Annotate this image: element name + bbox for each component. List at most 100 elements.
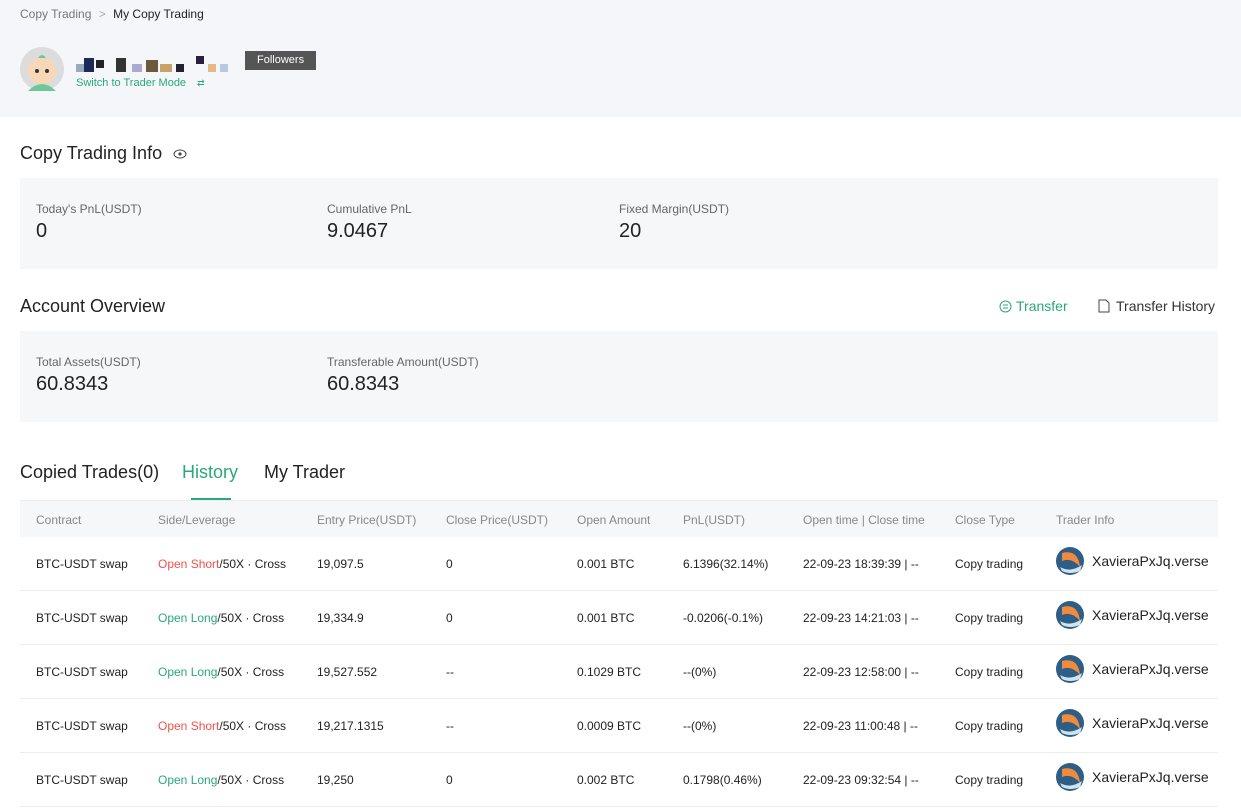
cell-pnl: 0.1798(0.46%): [683, 773, 762, 787]
column-header: Side/Leverage: [158, 513, 236, 527]
side: Open Short: [158, 557, 220, 571]
cell-contract: BTC-USDT swap: [36, 611, 128, 625]
stat-label: Transferable Amount(USDT): [327, 355, 479, 369]
cell-amount: 0.1029 BTC: [577, 665, 642, 679]
cell-contract: BTC-USDT swap: [36, 773, 128, 787]
table-header: Contract Side/Leverage Entry Price(USDT) Cl…: [20, 500, 1218, 537]
column-header: Open Amount: [577, 513, 651, 527]
info-title: Copy Trading Info: [20, 143, 163, 163]
transfer-history-button[interactable]: Transfer History: [1098, 298, 1215, 314]
trader-name: XavieraPxJq.verse: [1092, 661, 1209, 677]
leverage: /50X · Cross: [219, 719, 287, 733]
trader-avatar: [1056, 709, 1084, 737]
column-header: Close Type: [955, 513, 1015, 527]
cell-pnl: --(0%): [683, 665, 717, 679]
trader-avatar: [1056, 763, 1084, 791]
trader-avatar: [1056, 601, 1084, 629]
cell-close: 0: [446, 557, 453, 571]
username-redacted: [76, 56, 228, 72]
cell-close: --: [446, 665, 454, 679]
cell-time: 22-09-23 14:21:03 | --: [803, 611, 919, 625]
overview-box: Total Assets(USDT) 60.8343 Transferable A…: [20, 331, 1218, 422]
cell-side-leverage: Open Long/50X · Cross: [158, 773, 284, 787]
cell-pnl: 6.1396(32.14%): [683, 557, 769, 571]
cell-entry: 19,217.1315: [317, 719, 384, 733]
cell-time: 22-09-23 12:58:00 | --: [803, 665, 919, 679]
table-row: BTC-USDT swap Open Long/50X · Cross 19,250…: [20, 753, 1218, 807]
breadcrumb-separator: >: [98, 7, 106, 21]
stat-value: 60.8343: [327, 373, 400, 395]
column-header: Entry Price(USDT): [317, 513, 417, 527]
side: Open Long: [158, 611, 218, 625]
trader-info[interactable]: XavieraPxJq.verse: [1056, 763, 1209, 791]
cell-amount: 0.001 BTC: [577, 611, 635, 625]
followers-badge: Followers: [245, 51, 317, 70]
avatar: [20, 47, 64, 91]
stat-label: Fixed Margin(USDT): [619, 202, 730, 216]
breadcrumb-current: My Copy Trading: [113, 7, 204, 21]
tab-active[interactable]: History: [182, 462, 239, 482]
cell-pnl: --(0%): [683, 719, 717, 733]
cell-close: 0: [446, 611, 453, 625]
stat-value: 20: [619, 220, 642, 242]
tab[interactable]: Copied Trades(0): [20, 462, 160, 482]
trader-info[interactable]: XavieraPxJq.verse: [1056, 547, 1209, 575]
cell-contract: BTC-USDT swap: [36, 557, 128, 571]
cell-amount: 0.002 BTC: [577, 773, 635, 787]
column-header: Close Price(USDT): [446, 513, 549, 527]
cell-type: Copy trading: [955, 611, 1024, 625]
history-icon: [1098, 299, 1110, 313]
cell-amount: 0.0009 BTC: [577, 719, 642, 733]
cell-time: 22-09-23 09:32:54 | --: [803, 773, 919, 787]
trader-avatar: [1056, 655, 1084, 683]
tab[interactable]: My Trader: [264, 462, 346, 482]
switch-mode-link[interactable]: Switch to Trader Mode ⇄: [76, 77, 205, 89]
trader-name: XavieraPxJq.verse: [1092, 553, 1209, 569]
cell-entry: 19,527.552: [317, 665, 378, 679]
cell-entry: 19,250: [317, 773, 354, 787]
info-box: Today's PnL(USDT) 0 Cumulative PnL 9.0467 …: [20, 178, 1218, 269]
cell-side-leverage: Open Short/50X · Cross: [158, 719, 286, 733]
stat-label: Cumulative PnL: [327, 202, 412, 216]
cell-close: --: [446, 719, 454, 733]
trader-avatar: [1056, 547, 1084, 575]
column-header: Open time | Close time: [803, 513, 925, 527]
transfer-icon: [999, 300, 1012, 313]
breadcrumb-link[interactable]: Copy Trading: [20, 7, 92, 21]
transfer-text: Transfer: [1016, 298, 1068, 314]
stat-label: Today's PnL(USDT): [36, 202, 142, 216]
cell-time: 22-09-23 18:39:39 | --: [803, 557, 919, 571]
stat: Transferable Amount(USDT) 60.8343: [327, 355, 479, 396]
cell-type: Copy trading: [955, 719, 1024, 733]
switch-mode-text: Switch to Trader Mode: [76, 77, 187, 89]
trader-info[interactable]: XavieraPxJq.verse: [1056, 709, 1209, 737]
stat: Fixed Margin(USDT) 20: [619, 202, 729, 243]
cell-entry: 19,334.9: [317, 611, 364, 625]
trader-info[interactable]: XavieraPxJq.verse: [1056, 655, 1209, 683]
trader-name: XavieraPxJq.verse: [1092, 769, 1209, 785]
table-row: BTC-USDT swap Open Short/50X · Cross 19,09…: [20, 537, 1218, 591]
cell-side-leverage: Open Long/50X · Cross: [158, 665, 284, 679]
side: Open Long: [158, 665, 218, 679]
side: Open Long: [158, 773, 218, 787]
cell-type: Copy trading: [955, 773, 1024, 787]
stat-label: Total Assets(USDT): [36, 355, 141, 369]
table-row: BTC-USDT swap Open Long/50X · Cross 19,334…: [20, 591, 1218, 645]
cell-type: Copy trading: [955, 557, 1024, 571]
cell-contract: BTC-USDT swap: [36, 719, 128, 733]
section-title: Copy Trading Info: [20, 143, 187, 164]
trader-info[interactable]: XavieraPxJq.verse: [1056, 601, 1209, 629]
leverage: /50X · Cross: [217, 611, 285, 625]
transfer-button[interactable]: Transfer: [999, 298, 1068, 314]
cell-pnl: -0.0206(-0.1%): [683, 611, 764, 625]
side: Open Short: [158, 719, 220, 733]
cell-contract: BTC-USDT swap: [36, 665, 128, 679]
cell-entry: 19,097.5: [317, 557, 364, 571]
eye-icon[interactable]: [173, 149, 187, 159]
table-row: BTC-USDT swap Open Long/50X · Cross 19,527…: [20, 645, 1218, 699]
leverage: /50X · Cross: [217, 773, 285, 787]
stat-value: 0: [36, 220, 48, 242]
cell-side-leverage: Open Long/50X · Cross: [158, 611, 284, 625]
header: Copy Trading > My Copy Trading Followers…: [0, 0, 1241, 117]
